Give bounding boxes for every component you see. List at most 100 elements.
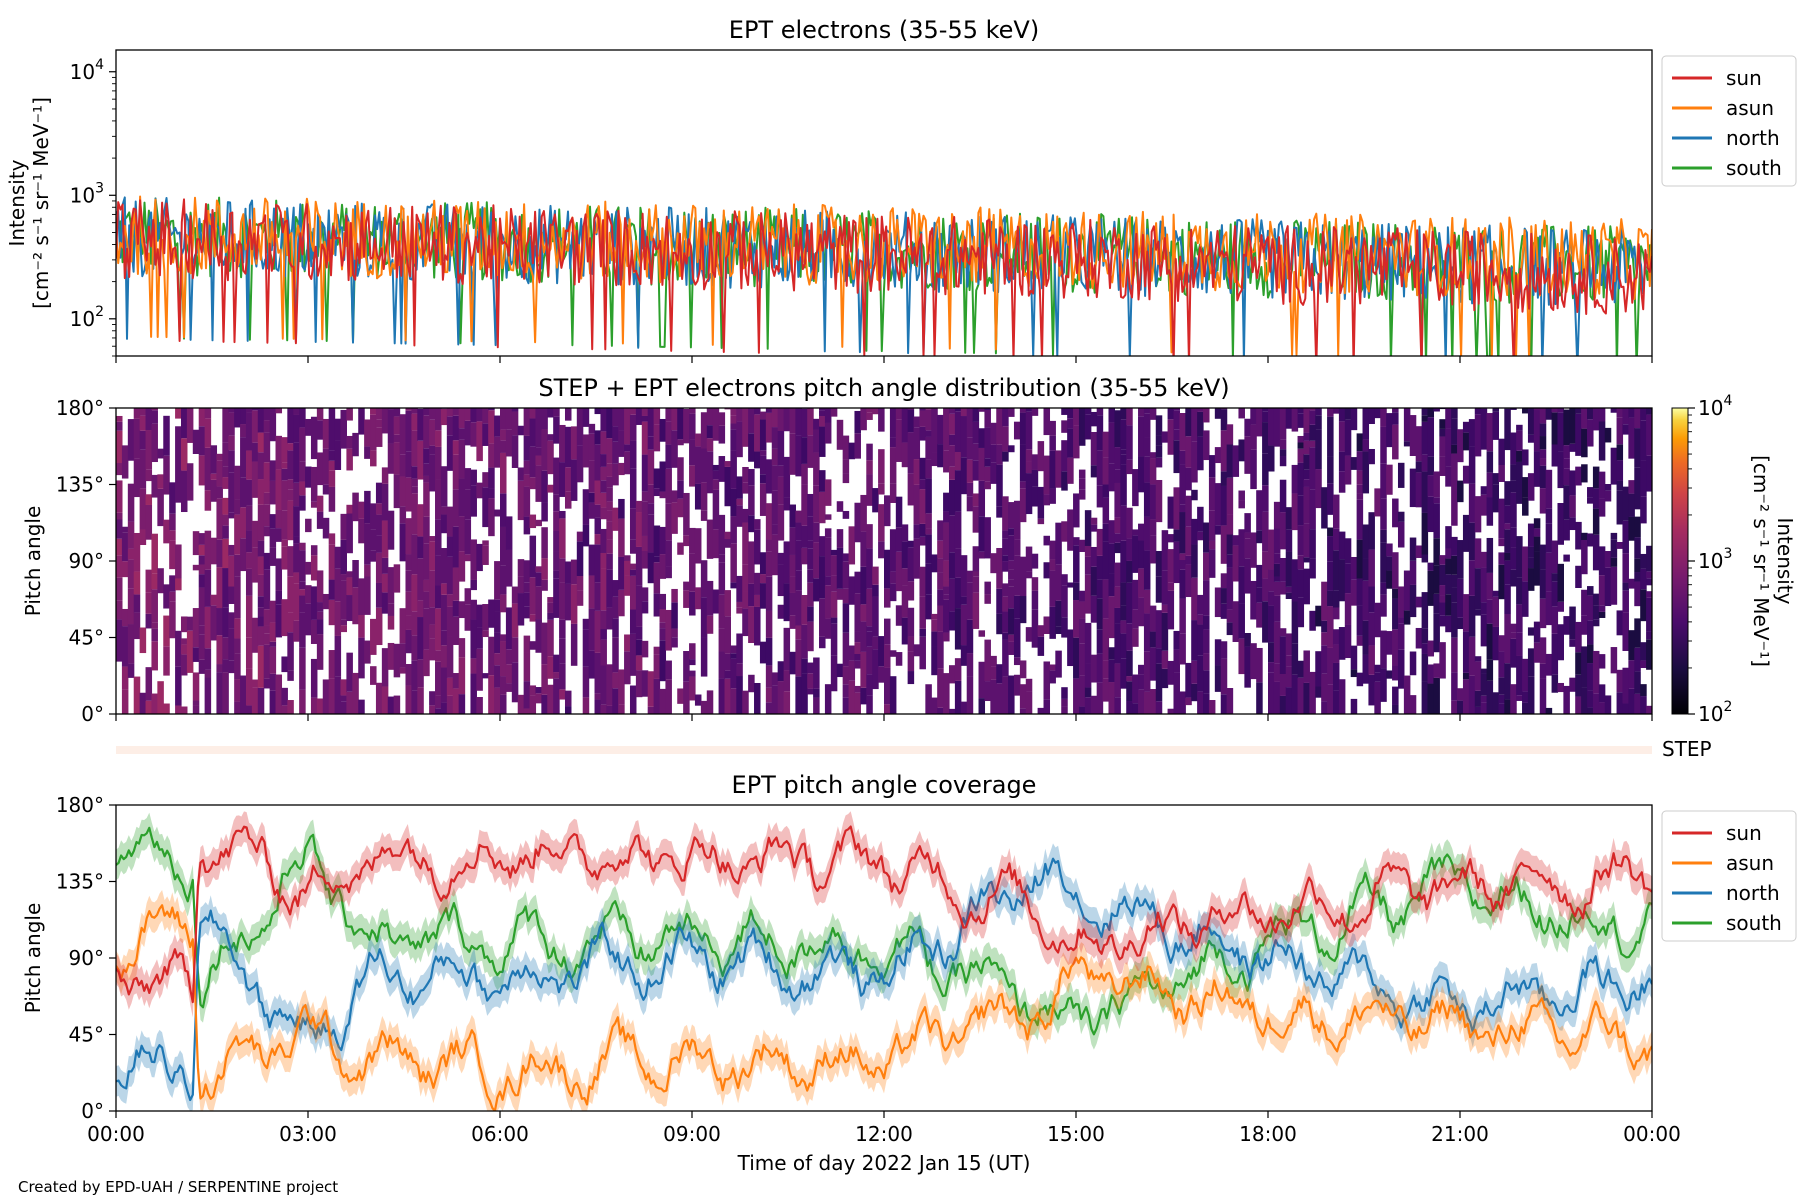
heat-cell xyxy=(228,612,235,629)
heat-cell xyxy=(1362,620,1370,655)
heat-cell xyxy=(1008,579,1015,587)
heat-cell xyxy=(234,514,241,555)
heat-cell xyxy=(1244,532,1251,539)
heat-cell xyxy=(1510,527,1517,548)
heat-cell xyxy=(1421,408,1429,416)
heat-cell xyxy=(694,587,702,610)
heat-cell xyxy=(842,684,850,698)
heat-cell xyxy=(1545,408,1553,420)
heat-cell xyxy=(204,606,212,649)
heat-cell xyxy=(724,670,731,679)
heat-cell xyxy=(1019,596,1027,624)
heat-cell xyxy=(813,688,820,698)
heat-cell xyxy=(913,538,921,579)
heat-cell xyxy=(943,450,950,473)
heat-cell xyxy=(393,564,401,593)
heat-cell xyxy=(700,597,708,638)
heat-cell xyxy=(960,457,968,495)
heat-cell xyxy=(830,655,838,692)
heat-cell xyxy=(1581,687,1588,714)
heat-cell xyxy=(541,408,548,430)
heat-cell xyxy=(748,541,755,584)
heat-cell xyxy=(1510,569,1517,587)
heat-cell xyxy=(724,461,731,467)
heat-cell xyxy=(1149,484,1157,520)
heat-cell xyxy=(375,482,383,504)
heat-cell xyxy=(287,408,294,444)
heat-cell xyxy=(653,593,661,617)
heat-cell xyxy=(1397,623,1405,650)
heat-cell xyxy=(960,701,968,714)
heat-cell xyxy=(1179,450,1186,465)
heat-cell xyxy=(240,408,247,425)
heat-cell xyxy=(429,419,436,446)
heat-cell xyxy=(476,408,483,422)
heat-cell xyxy=(842,553,850,562)
y-tick-label: 45° xyxy=(69,1023,104,1047)
heat-cell xyxy=(866,646,873,675)
heat-cell xyxy=(1344,419,1352,456)
heat-cell xyxy=(464,468,472,490)
heat-cell xyxy=(393,408,401,417)
heat-cell xyxy=(269,646,277,674)
heat-cell xyxy=(1268,662,1275,673)
heat-cell xyxy=(275,408,283,414)
heat-cell xyxy=(1421,554,1429,563)
legend-label-sun: sun xyxy=(1726,821,1762,845)
heat-cell xyxy=(907,432,915,474)
heat-cell xyxy=(641,415,649,422)
heat-cell xyxy=(594,582,602,611)
heat-cell xyxy=(1338,679,1346,714)
heat-cell xyxy=(1126,459,1133,475)
y-tick-label: 0° xyxy=(81,702,104,726)
heat-cell xyxy=(659,640,667,682)
heat-cell xyxy=(1132,628,1139,647)
heat-cell xyxy=(1155,663,1163,702)
heat-cell xyxy=(535,687,542,694)
heat-cell xyxy=(1439,602,1446,616)
heat-cell xyxy=(1297,525,1305,556)
heat-cell xyxy=(1303,568,1310,605)
heat-cell xyxy=(836,588,844,600)
heat-cell xyxy=(423,408,430,416)
heat-cell xyxy=(440,466,448,507)
heat-cell xyxy=(1143,589,1151,614)
heat-cell xyxy=(972,408,980,422)
heat-cell xyxy=(1303,432,1310,441)
heat-cell xyxy=(470,408,477,423)
heat-cell xyxy=(1037,441,1045,472)
heat-cell xyxy=(990,655,997,667)
heat-cell xyxy=(641,535,649,551)
credit-text: Created by EPD-UAH / SERPENTINE project xyxy=(18,1178,338,1196)
heat-cell xyxy=(145,469,153,482)
heat-cell xyxy=(718,594,726,629)
heat-cell xyxy=(907,607,915,637)
heat-cell xyxy=(783,497,791,511)
heat-cell xyxy=(1285,529,1293,552)
heat-cell xyxy=(771,490,779,525)
heat-cell xyxy=(919,426,926,441)
heat-cell xyxy=(1061,408,1068,415)
heat-cell xyxy=(943,586,950,595)
heat-cell xyxy=(612,672,619,689)
heat-cell xyxy=(1090,595,1098,623)
heat-cell xyxy=(216,453,223,461)
y-tick-label: 104 xyxy=(70,57,104,84)
heat-cell xyxy=(121,608,129,627)
heat-cell xyxy=(1084,408,1092,415)
heat-cell xyxy=(996,613,1003,635)
panel3-series xyxy=(116,811,1652,1111)
heat-cell xyxy=(1462,631,1470,673)
heat-cell xyxy=(553,457,560,495)
heat-cell xyxy=(1132,703,1139,714)
heat-cell xyxy=(819,556,826,599)
heat-cell xyxy=(423,579,430,592)
heat-cell xyxy=(346,504,353,514)
heat-cell xyxy=(1380,426,1387,464)
heat-cell xyxy=(765,576,773,611)
band-north xyxy=(116,843,1652,1111)
heat-cell xyxy=(1120,582,1127,606)
heat-cell xyxy=(1498,498,1505,539)
heat-cell xyxy=(375,607,383,646)
heat-cell xyxy=(872,649,879,690)
